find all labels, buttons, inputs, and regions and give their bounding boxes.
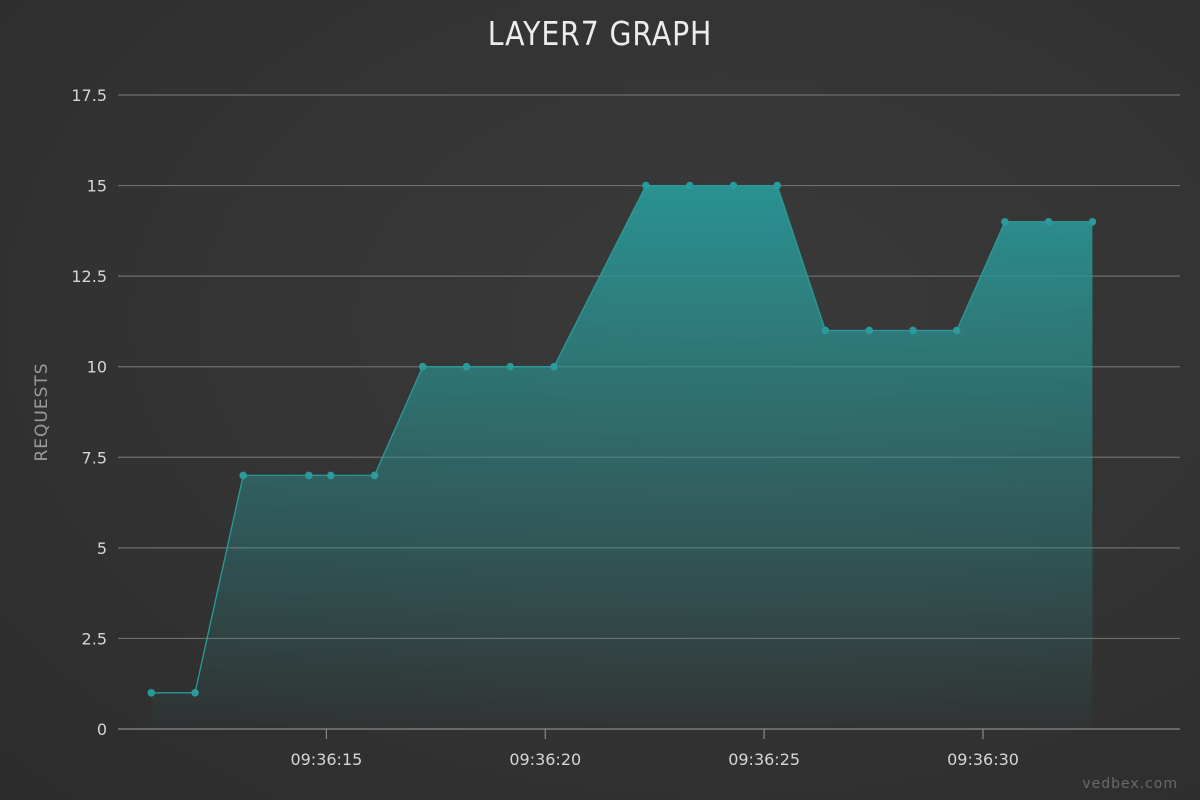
chart-title: LAYER7 GRAPH xyxy=(487,14,713,53)
x-tick-label: 09:36:20 xyxy=(509,750,581,769)
data-point[interactable] xyxy=(1001,218,1009,226)
data-point[interactable] xyxy=(418,362,427,371)
data-point[interactable] xyxy=(326,471,335,480)
data-point[interactable] xyxy=(729,181,738,190)
data-point[interactable] xyxy=(685,181,694,190)
y-tick-label: 17.5 xyxy=(71,86,107,105)
data-point[interactable] xyxy=(1044,218,1053,226)
data-point[interactable] xyxy=(1088,218,1097,226)
y-tick-label: 10 xyxy=(87,358,107,377)
y-tick-label: 7.5 xyxy=(82,448,107,467)
x-tick-labels: 09:36:15 09:36:20 09:36:25 09:36:30 xyxy=(290,729,1019,769)
x-tick-label: 09:36:30 xyxy=(947,750,1019,769)
y-tick-label: 0 xyxy=(97,720,107,739)
data-point[interactable] xyxy=(865,326,873,335)
series-points xyxy=(147,181,1097,697)
data-point[interactable] xyxy=(462,362,471,371)
data-point[interactable] xyxy=(305,471,313,480)
data-point[interactable] xyxy=(147,688,156,697)
data-point[interactable] xyxy=(909,326,917,335)
series-area xyxy=(151,185,1093,730)
data-point[interactable] xyxy=(370,471,379,480)
data-point[interactable] xyxy=(821,326,830,335)
data-point[interactable] xyxy=(506,362,515,371)
y-tick-label: 12.5 xyxy=(71,267,107,286)
data-point[interactable] xyxy=(191,688,199,697)
x-tick-label: 09:36:15 xyxy=(290,750,362,769)
data-point[interactable] xyxy=(773,181,782,190)
y-tick-label: 2.5 xyxy=(82,629,107,648)
data-point[interactable] xyxy=(239,471,247,480)
y-tick-label: 15 xyxy=(87,177,107,196)
y-axis-title: REQUESTS xyxy=(32,362,52,461)
data-point[interactable] xyxy=(952,326,961,335)
x-tick-label: 09:36:25 xyxy=(728,750,800,769)
data-point[interactable] xyxy=(550,362,558,371)
data-point[interactable] xyxy=(642,181,650,190)
y-tick-labels: 0 2.5 5 7.5 10 12.5 15 17.5 xyxy=(71,86,107,739)
watermark: vedbex.com xyxy=(1082,776,1178,792)
y-tick-label: 5 xyxy=(97,539,107,558)
